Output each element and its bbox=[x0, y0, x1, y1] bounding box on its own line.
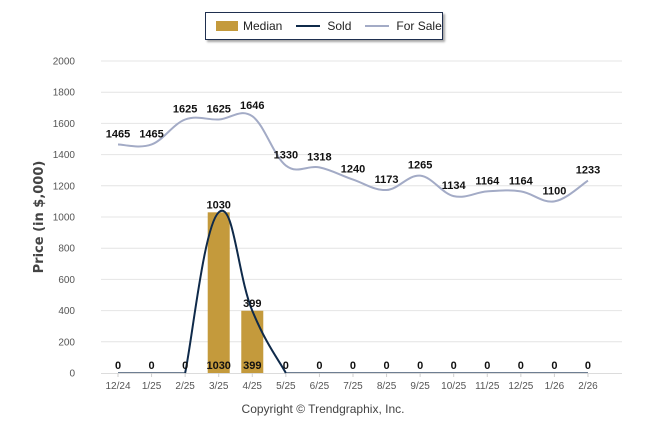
copyright-footer: Copyright © Trendgraphix, Inc. bbox=[241, 402, 405, 416]
y-tick-label: 2000 bbox=[53, 57, 76, 68]
y-tick-label: 400 bbox=[58, 306, 75, 317]
for-sale-data-label: 1233 bbox=[576, 165, 600, 177]
y-tick-label: 600 bbox=[58, 275, 75, 286]
for-sale-data-label: 1330 bbox=[274, 150, 298, 162]
x-tick-label: 10/25 bbox=[441, 381, 466, 392]
for-sale-data-label: 1164 bbox=[475, 175, 500, 187]
for-sale-data-label: 1625 bbox=[206, 104, 230, 116]
legend-label-for-sale: For Sale bbox=[396, 19, 442, 33]
y-tick-label: 1800 bbox=[53, 88, 76, 99]
y-tick-label: 1400 bbox=[53, 150, 76, 161]
series-lines bbox=[117, 112, 589, 374]
legend-swatch-sold bbox=[296, 25, 321, 27]
legend-label-median: Median bbox=[243, 19, 283, 33]
median-bottom-label: 0 bbox=[316, 360, 322, 372]
median-bottom-label: 1030 bbox=[206, 360, 230, 372]
y-tick-label: 0 bbox=[69, 369, 75, 380]
for-sale-data-label: 1625 bbox=[173, 104, 197, 116]
legend-item-sold[interactable]: Sold bbox=[296, 19, 351, 33]
y-tick-label: 1200 bbox=[53, 181, 76, 192]
y-tick-label: 800 bbox=[58, 244, 75, 255]
for-sale-data-label: 1265 bbox=[408, 160, 432, 172]
x-tick-label: 5/25 bbox=[276, 381, 296, 392]
median-bottom-label: 0 bbox=[451, 360, 457, 372]
median-top-label: 1030 bbox=[206, 199, 230, 211]
x-tick-label: 3/25 bbox=[209, 381, 229, 392]
median-bars bbox=[207, 212, 264, 373]
legend-label-sold: Sold bbox=[327, 19, 352, 33]
legend-item-median[interactable]: Median bbox=[216, 19, 282, 33]
legend-swatch-for-sale bbox=[365, 25, 390, 27]
for-sale-data-label: 1173 bbox=[375, 174, 399, 186]
legend-item-for-sale[interactable]: For Sale bbox=[365, 19, 442, 33]
median-bottom-label: 0 bbox=[518, 360, 524, 372]
y-tick-label: 1000 bbox=[53, 213, 76, 224]
median-bottom-label: 0 bbox=[484, 360, 490, 372]
y-tick-label: 200 bbox=[58, 337, 75, 348]
median-top-label: 399 bbox=[243, 298, 261, 310]
legend: Median Sold For Sale bbox=[205, 12, 443, 40]
median-bottom-label: 0 bbox=[417, 360, 423, 372]
for-sale-data-label: 1100 bbox=[542, 185, 566, 197]
x-tick-label: 8/25 bbox=[377, 381, 397, 392]
x-tick-label: 7/25 bbox=[343, 381, 363, 392]
median-bottom-label: 0 bbox=[551, 360, 557, 372]
median-bottom-label: 0 bbox=[283, 360, 289, 372]
for-sale-line bbox=[117, 112, 589, 203]
for-sale-data-label: 1164 bbox=[509, 175, 534, 187]
x-tick-label: 2/26 bbox=[578, 381, 598, 392]
for-sale-data-label: 1646 bbox=[240, 100, 264, 112]
median-bottom-label: 0 bbox=[383, 360, 389, 372]
median-bottom-label: 399 bbox=[243, 360, 261, 372]
y-axis-title: Price (in $,000) bbox=[32, 161, 47, 274]
y-tick-label: 1600 bbox=[53, 119, 76, 130]
y-axis-ticks: 0 200 400 600 800 1000 1200 1400 1600 1800 2000 bbox=[53, 57, 76, 380]
x-tick-label: 2/25 bbox=[175, 381, 195, 392]
x-tick-label: 4/25 bbox=[243, 381, 263, 392]
median-bottom-label: 0 bbox=[149, 360, 155, 372]
for-sale-data-label: 1134 bbox=[442, 180, 467, 192]
for-sale-data-label: 1240 bbox=[341, 164, 365, 176]
median-bottom-label: 0 bbox=[115, 360, 121, 372]
for-sale-data-label: 1465 bbox=[106, 128, 130, 140]
x-tick-label: 1/25 bbox=[142, 381, 162, 392]
x-tick-label: 12/25 bbox=[508, 381, 533, 392]
x-tick-label: 1/26 bbox=[545, 381, 565, 392]
x-axis: 12/24 1/25 2/25 3/25 4/25 5/25 6/25 7/25 8/25 9/2… bbox=[101, 373, 622, 392]
x-tick-label: 12/24 bbox=[105, 381, 130, 392]
gridlines bbox=[101, 60, 622, 343]
legend-swatch-median bbox=[216, 21, 238, 31]
x-tick-label: 6/25 bbox=[310, 381, 330, 392]
sold-line bbox=[184, 209, 287, 374]
data-labels: 1465 1465 1625 1625 1646 1330 1318 1240 1173 1265… bbox=[106, 100, 600, 372]
median-bottom-label: 0 bbox=[182, 360, 188, 372]
median-bottom-label: 0 bbox=[585, 360, 591, 372]
x-tick-label: 9/25 bbox=[410, 381, 430, 392]
median-bottom-label: 0 bbox=[350, 360, 356, 372]
x-tick-label: 11/25 bbox=[475, 381, 500, 392]
median-bar bbox=[241, 310, 264, 373]
for-sale-data-label: 1318 bbox=[307, 151, 331, 163]
median-bar bbox=[207, 212, 230, 373]
for-sale-data-label: 1465 bbox=[139, 128, 163, 140]
